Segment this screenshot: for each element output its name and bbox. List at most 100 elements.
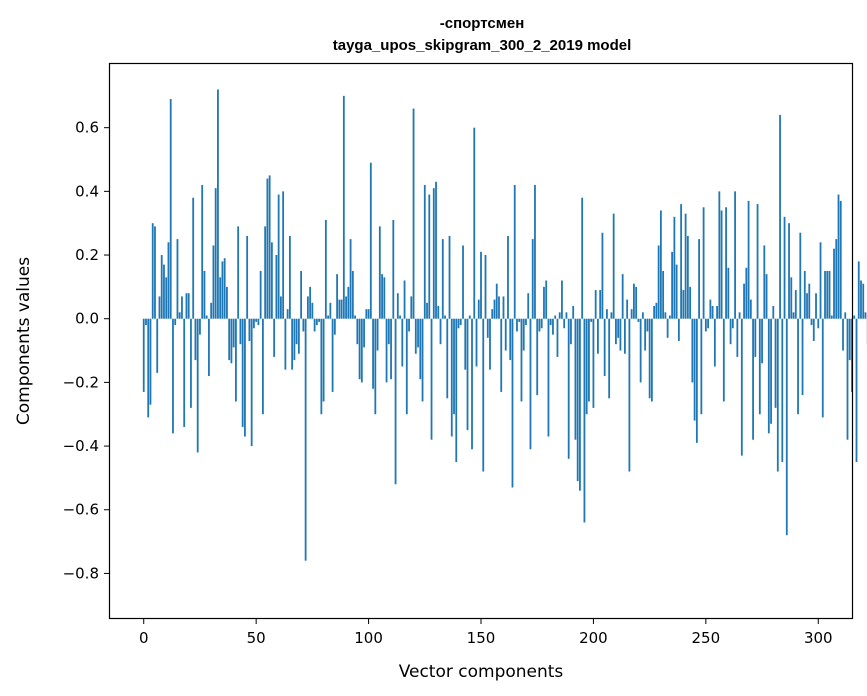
bar-67 <box>293 318 296 361</box>
bar-189 <box>567 318 570 459</box>
bar-218 <box>633 283 635 319</box>
bar-207 <box>608 318 611 399</box>
bar-276 <box>763 245 766 319</box>
bar-262 <box>731 318 734 329</box>
bar-160 <box>502 296 505 319</box>
bar-10 <box>165 277 168 319</box>
bar-70 <box>300 270 303 319</box>
bar-94 <box>354 315 356 319</box>
bar-58 <box>273 318 276 357</box>
bar-250 <box>704 318 707 332</box>
bar-34 <box>219 277 222 319</box>
bar-257 <box>720 210 723 319</box>
bar-255 <box>716 305 718 319</box>
bar-105 <box>378 226 381 319</box>
bar-81 <box>324 220 327 319</box>
bar-294 <box>803 270 806 319</box>
bar-65 <box>288 235 291 319</box>
bar-9 <box>163 264 165 319</box>
bar-267 <box>743 283 745 319</box>
bar-260 <box>727 267 730 319</box>
bar-198 <box>588 318 590 402</box>
y-tick-label: 0.2 <box>75 246 99 264</box>
bar-273 <box>756 204 759 319</box>
bar-227 <box>653 305 656 319</box>
bar-24 <box>196 318 199 453</box>
bar-124 <box>421 318 424 402</box>
bar-191 <box>572 305 575 319</box>
bar-203 <box>599 290 602 319</box>
bar-45 <box>244 318 246 437</box>
bar-110 <box>390 318 392 380</box>
bar-278 <box>767 318 770 434</box>
bar-229 <box>657 245 660 319</box>
bar-195 <box>581 197 584 319</box>
bar-101 <box>369 162 372 319</box>
bar-57 <box>270 242 273 319</box>
bar-242 <box>686 235 689 319</box>
bar-99 <box>365 309 368 319</box>
bar-240 <box>682 290 685 319</box>
bar-194 <box>579 318 581 491</box>
bar-181 <box>549 318 552 326</box>
bar-248 <box>700 318 703 415</box>
bar-66 <box>291 318 294 370</box>
bar-183 <box>554 315 557 319</box>
bar-212 <box>619 318 622 351</box>
bar-118 <box>408 318 410 332</box>
bar-237 <box>675 264 678 319</box>
bar-82 <box>327 315 329 319</box>
x-tick-label: 300 <box>804 629 833 647</box>
chart-title: -спортсмен <box>440 15 525 32</box>
bar-314 <box>848 318 851 361</box>
bar-192 <box>574 318 577 440</box>
bar-36 <box>223 258 226 319</box>
bar-291 <box>797 318 799 415</box>
bar-298 <box>812 318 815 341</box>
bar-19 <box>185 293 188 319</box>
bar-37 <box>226 286 228 319</box>
bar-20 <box>187 293 190 319</box>
bar-49 <box>253 318 255 329</box>
bar-125 <box>423 184 426 319</box>
bar-232 <box>664 312 667 319</box>
bar-75 <box>311 302 314 319</box>
bar-164 <box>511 318 514 488</box>
bar-135 <box>446 318 449 399</box>
bar-220 <box>637 318 640 322</box>
bar-233 <box>666 318 669 338</box>
bar-131 <box>437 305 440 319</box>
bar-288 <box>790 277 793 319</box>
bar-143 <box>464 318 467 370</box>
bar-177 <box>540 318 543 329</box>
y-axis-ticks: −0.8 −0.6 −0.4 −0.2 0.0 0.2 0.4 0.6 <box>63 119 110 582</box>
bar-33 <box>217 89 219 319</box>
bar-115 <box>401 318 404 367</box>
bar-213 <box>621 274 624 319</box>
bar-104 <box>376 318 379 351</box>
bar-113 <box>396 293 399 319</box>
bar-312 <box>844 312 847 319</box>
bar-173 <box>531 239 534 319</box>
bar-307 <box>833 248 835 319</box>
bar-4 <box>151 223 154 319</box>
bar-25 <box>199 318 201 335</box>
bar-56 <box>268 175 271 319</box>
bar-145 <box>468 315 471 319</box>
bar-157 <box>495 283 498 319</box>
x-tick-label: 250 <box>692 629 721 647</box>
bar-217 <box>630 309 633 319</box>
bar-133 <box>441 239 444 319</box>
bar-43 <box>239 318 242 345</box>
chart-subtitle: tayga_upos_skipgram_300_2_2019 model <box>333 37 632 54</box>
bar-290 <box>794 290 797 319</box>
bar-83 <box>329 302 332 319</box>
bar-111 <box>392 220 395 319</box>
bar-128 <box>430 318 433 440</box>
bar-84 <box>331 318 334 392</box>
bar-289 <box>792 312 795 319</box>
bar-144 <box>466 318 469 431</box>
bar-309 <box>837 194 840 319</box>
bar-285 <box>783 216 786 319</box>
bar-100 <box>367 309 370 319</box>
